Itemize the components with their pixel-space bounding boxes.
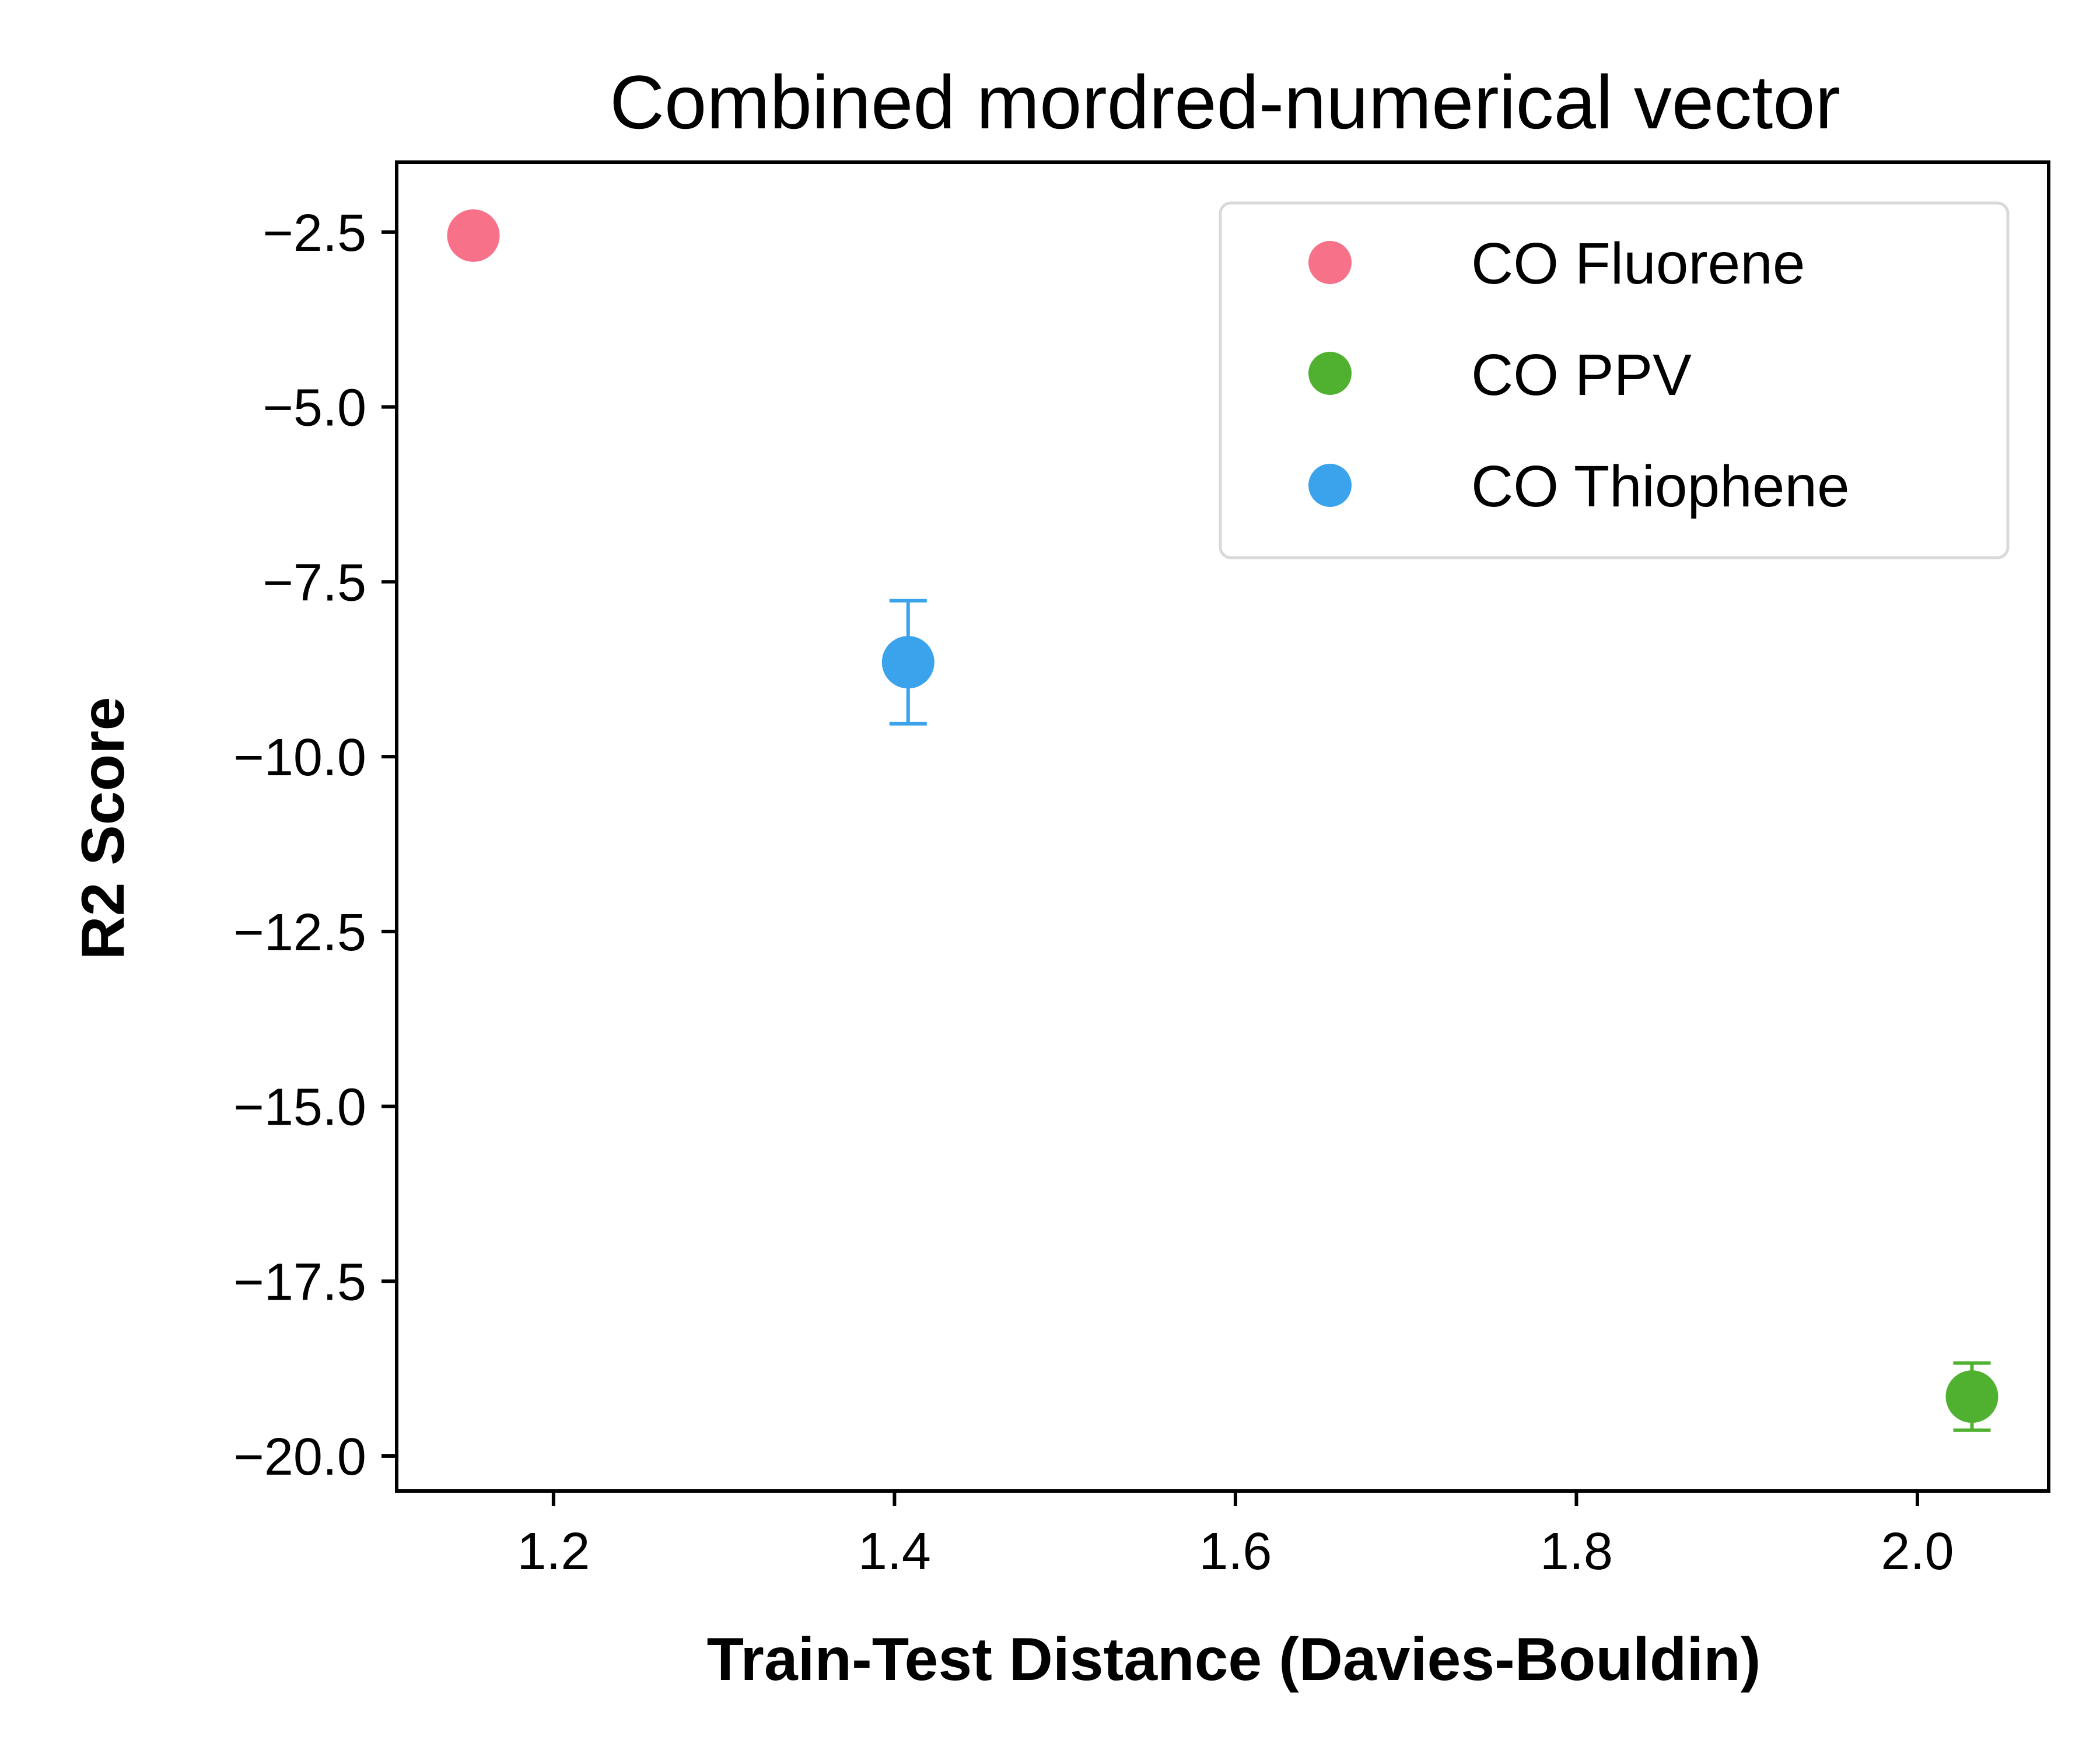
x-tick-label: 2.0 (1881, 1522, 1954, 1581)
legend-marker-co-thiophene (1308, 464, 1352, 507)
y-tick-label: −15.0 (233, 1079, 366, 1137)
x-axis-label: Train-Test Distance (Davies-Bouldin) (707, 1626, 1761, 1693)
legend-box (1219, 201, 2010, 559)
plot-area-frame (395, 160, 2050, 1493)
x-axis-ticks: 1.2 1.4 1.6 1.8 2.0 (517, 1491, 1954, 1581)
x-tick-label: 1.4 (858, 1522, 931, 1581)
y-tick-label: −20.0 (233, 1428, 366, 1486)
y-axis-label: R2 Score (69, 697, 137, 960)
legend: CO Fluorene CO PPV CO Thiophene (1219, 201, 2010, 559)
data-point-co-thiophene (881, 636, 935, 689)
y-tick-label: −2.5 (262, 204, 366, 262)
y-tick-label: −12.5 (233, 904, 366, 962)
data-point-co-ppv (1945, 1370, 1999, 1423)
legend-label-co-fluorene: CO Fluorene (1471, 231, 1805, 296)
x-tick-label: 1.2 (517, 1522, 590, 1581)
legend-label-co-thiophene: CO Thiophene (1471, 454, 1850, 519)
x-tick-label: 1.6 (1199, 1522, 1272, 1581)
y-tick-label: −7.5 (262, 554, 366, 612)
legend-marker-co-ppv (1308, 352, 1352, 395)
legend-label-co-ppv: CO PPV (1471, 342, 1692, 408)
data-points (447, 209, 1999, 1432)
chart-title: Combined mordred-numerical vector (610, 60, 1840, 145)
y-tick-label: −10.0 (233, 729, 366, 787)
y-axis-ticks: −2.5 −5.0 −7.5 −10.0 −12.5 −15.0 −17.5 −20.0 (233, 204, 397, 1486)
data-point-co-fluorene (447, 209, 500, 262)
y-tick-label: −17.5 (233, 1253, 366, 1311)
legend-marker-co-fluorene (1308, 241, 1352, 284)
y-tick-label: −5.0 (262, 379, 366, 438)
x-tick-label: 1.8 (1540, 1522, 1613, 1581)
